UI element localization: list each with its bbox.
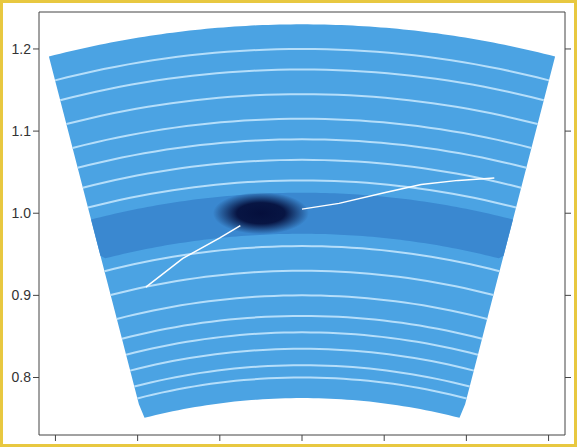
svg-text:0.8: 0.8 (12, 369, 32, 385)
svg-text:1.1: 1.1 (12, 123, 32, 139)
svg-text:1.2: 1.2 (12, 41, 32, 57)
svg-text:0.9: 0.9 (12, 287, 32, 303)
svg-text:1.0: 1.0 (12, 205, 32, 221)
